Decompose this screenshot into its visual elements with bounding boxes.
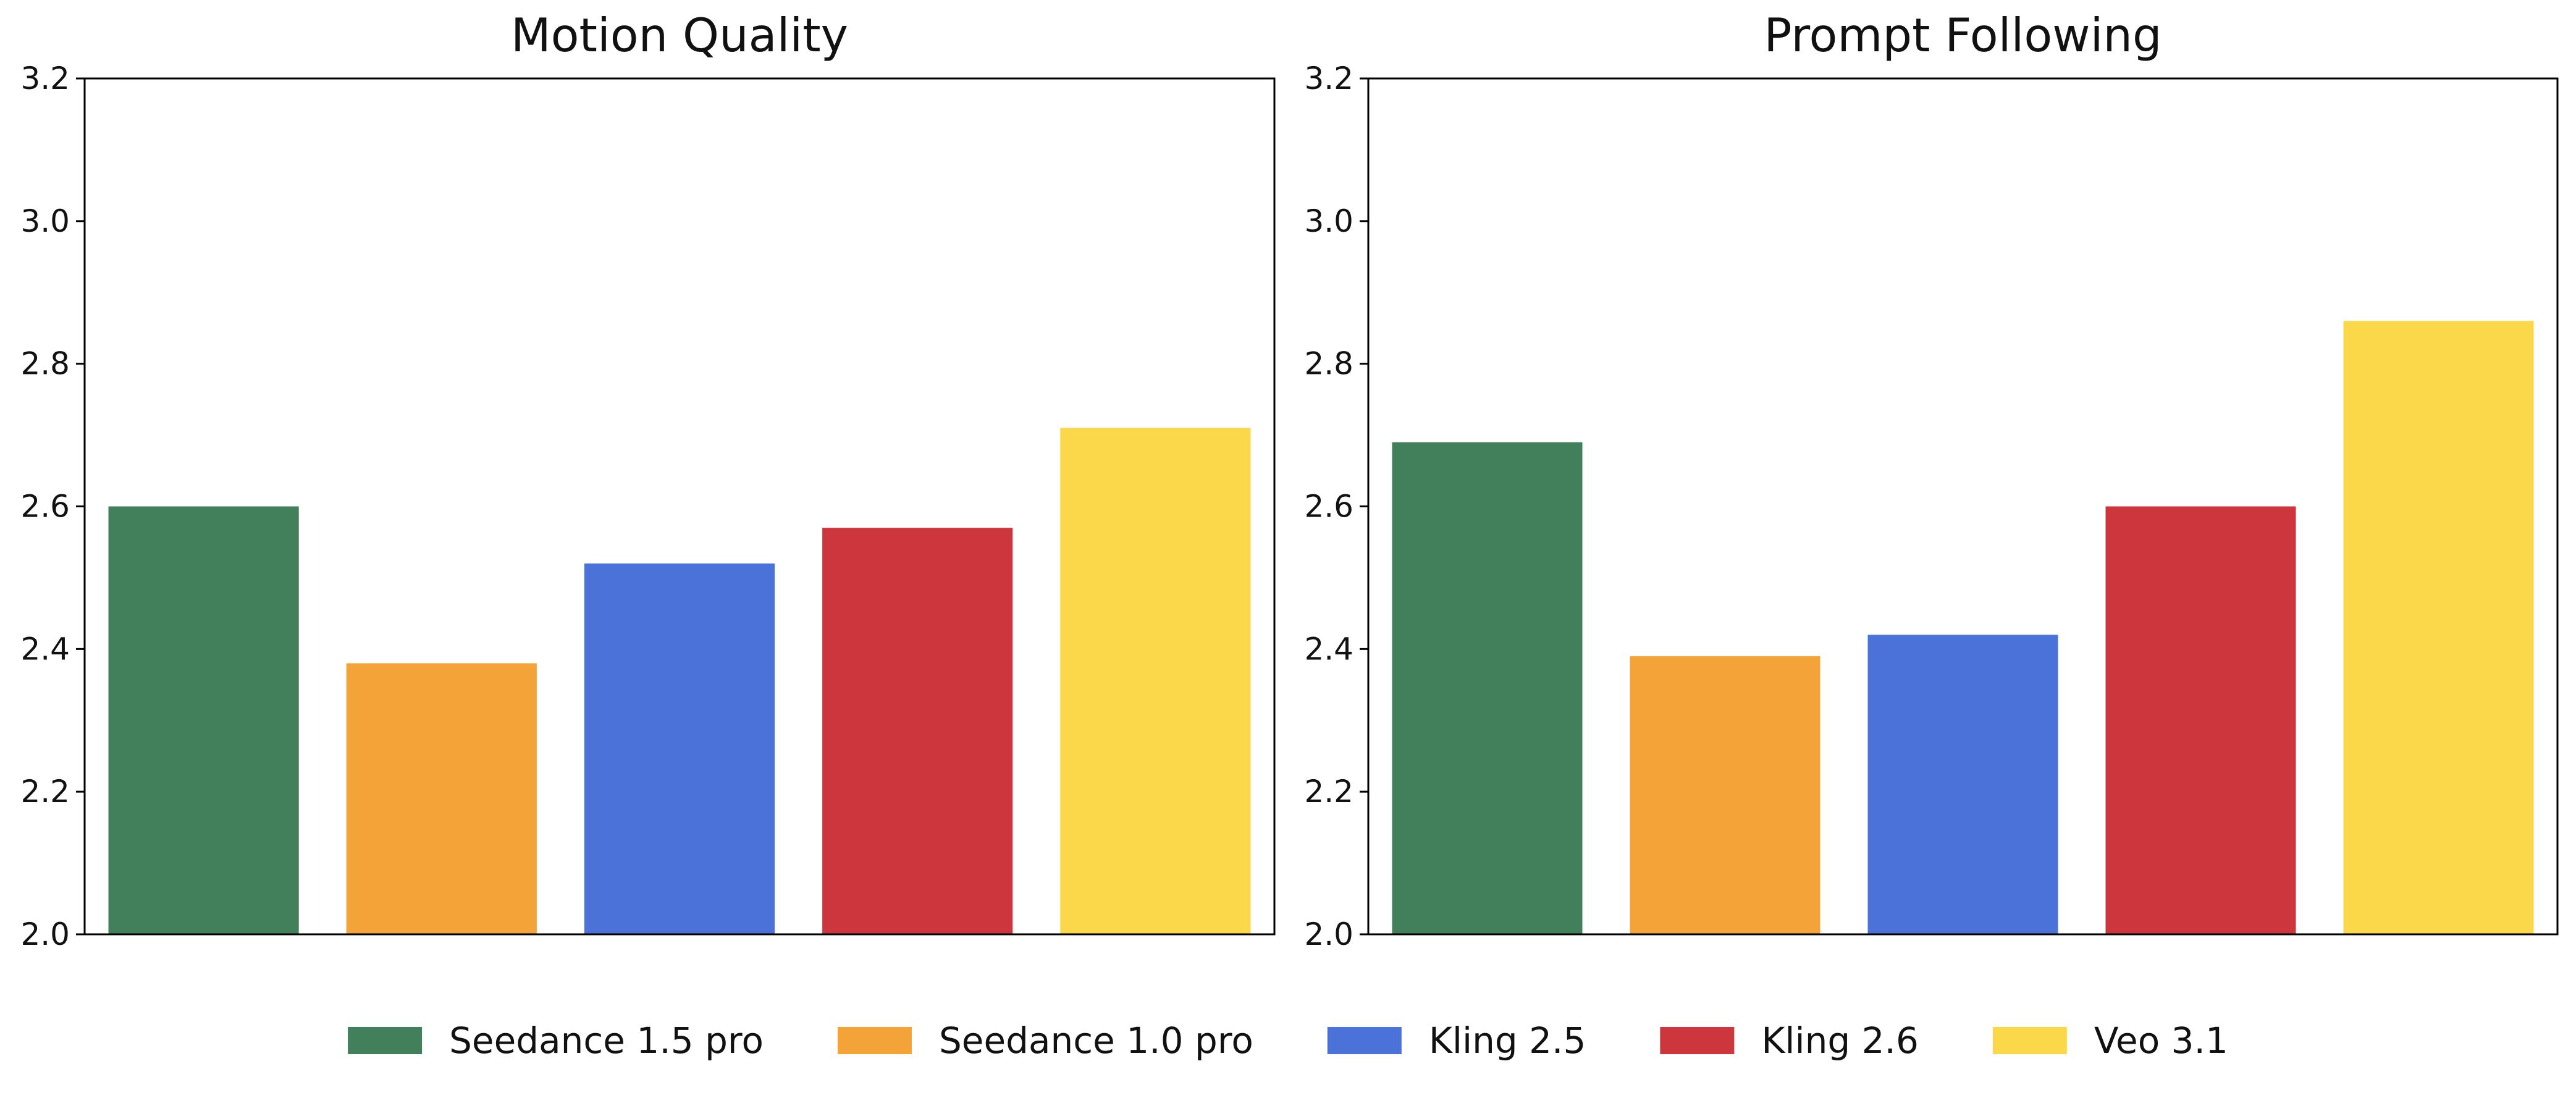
y-tick-label: 2.4 xyxy=(20,631,70,667)
legend-label: Veo 3.1 xyxy=(2094,1020,2228,1062)
bar-kling-2-5 xyxy=(1867,635,2058,934)
legend-swatch xyxy=(1327,1027,1402,1054)
chart-title: Prompt Following xyxy=(1764,8,2161,62)
bar-kling-2-6 xyxy=(822,528,1013,934)
y-tick-label: 2.6 xyxy=(20,489,70,525)
bar-veo-3-1 xyxy=(2343,321,2534,934)
plot-frame xyxy=(1367,77,2559,936)
y-tick-label: 2.2 xyxy=(20,774,70,809)
bar-seedance-1-0-pro xyxy=(1630,656,1820,934)
bars xyxy=(108,428,1251,934)
y-axis: 2.0 2.2 2.4 2.6 2.8 3.0 3.2 xyxy=(1304,61,1368,952)
y-tick-label: 2.8 xyxy=(1304,346,1353,382)
y-tick-label: 2.2 xyxy=(1304,774,1353,809)
chart-title: Motion Quality xyxy=(511,8,848,62)
bar-veo-3-1 xyxy=(1060,428,1251,934)
y-tick-label: 3.0 xyxy=(20,203,70,239)
legend-label: Seedance 1.0 pro xyxy=(939,1020,1253,1062)
y-tick-label: 3.2 xyxy=(1304,61,1353,96)
bar-seedance-1-0-pro xyxy=(346,663,537,934)
bar-kling-2-6 xyxy=(2105,506,2296,934)
legend: Seedance 1.5 pro Seedance 1.0 pro Kling … xyxy=(348,1020,2228,1062)
legend-label: Kling 2.6 xyxy=(1761,1020,1919,1062)
y-tick-label: 2.0 xyxy=(20,916,70,952)
y-tick-label: 2.4 xyxy=(1304,631,1353,667)
legend-swatch xyxy=(1992,1027,2067,1054)
legend-item-kling-2-6: Kling 2.6 xyxy=(1660,1020,1919,1062)
y-tick-label: 3.0 xyxy=(1304,203,1353,239)
bar-kling-2-5 xyxy=(584,563,775,934)
legend-label: Kling 2.5 xyxy=(1429,1020,1586,1062)
plot-frame xyxy=(83,77,1276,936)
bar-seedance-1-5-pro xyxy=(1392,442,1583,934)
y-tick-label: 2.8 xyxy=(20,346,70,382)
legend-swatch xyxy=(837,1027,912,1054)
legend-swatch xyxy=(348,1027,423,1054)
y-tick-label: 3.2 xyxy=(20,61,70,96)
legend-label: Seedance 1.5 pro xyxy=(449,1020,764,1062)
prompt-following-chart: Prompt Following 2.0 2.2 2.4 2.6 2.8 3.0 3.2 xyxy=(1304,8,2559,952)
legend-item-seedance-1-0-pro: Seedance 1.0 pro xyxy=(837,1020,1253,1062)
legend-swatch xyxy=(1660,1027,1735,1054)
legend-item-kling-2-5: Kling 2.5 xyxy=(1327,1020,1586,1062)
y-axis: 2.0 2.2 2.4 2.6 2.8 3.0 3.2 xyxy=(20,61,85,952)
y-tick-label: 2.6 xyxy=(1304,489,1353,525)
y-tick-label: 2.0 xyxy=(1304,916,1353,952)
legend-item-seedance-1-5-pro: Seedance 1.5 pro xyxy=(348,1020,764,1062)
bars xyxy=(1392,321,2534,934)
motion-quality-chart: Motion Quality 2.0 2.2 2.4 2.6 2.8 3.0 3.2 xyxy=(20,8,1276,952)
legend-item-veo-3-1: Veo 3.1 xyxy=(1992,1020,2228,1062)
bar-seedance-1-5-pro xyxy=(108,506,299,934)
